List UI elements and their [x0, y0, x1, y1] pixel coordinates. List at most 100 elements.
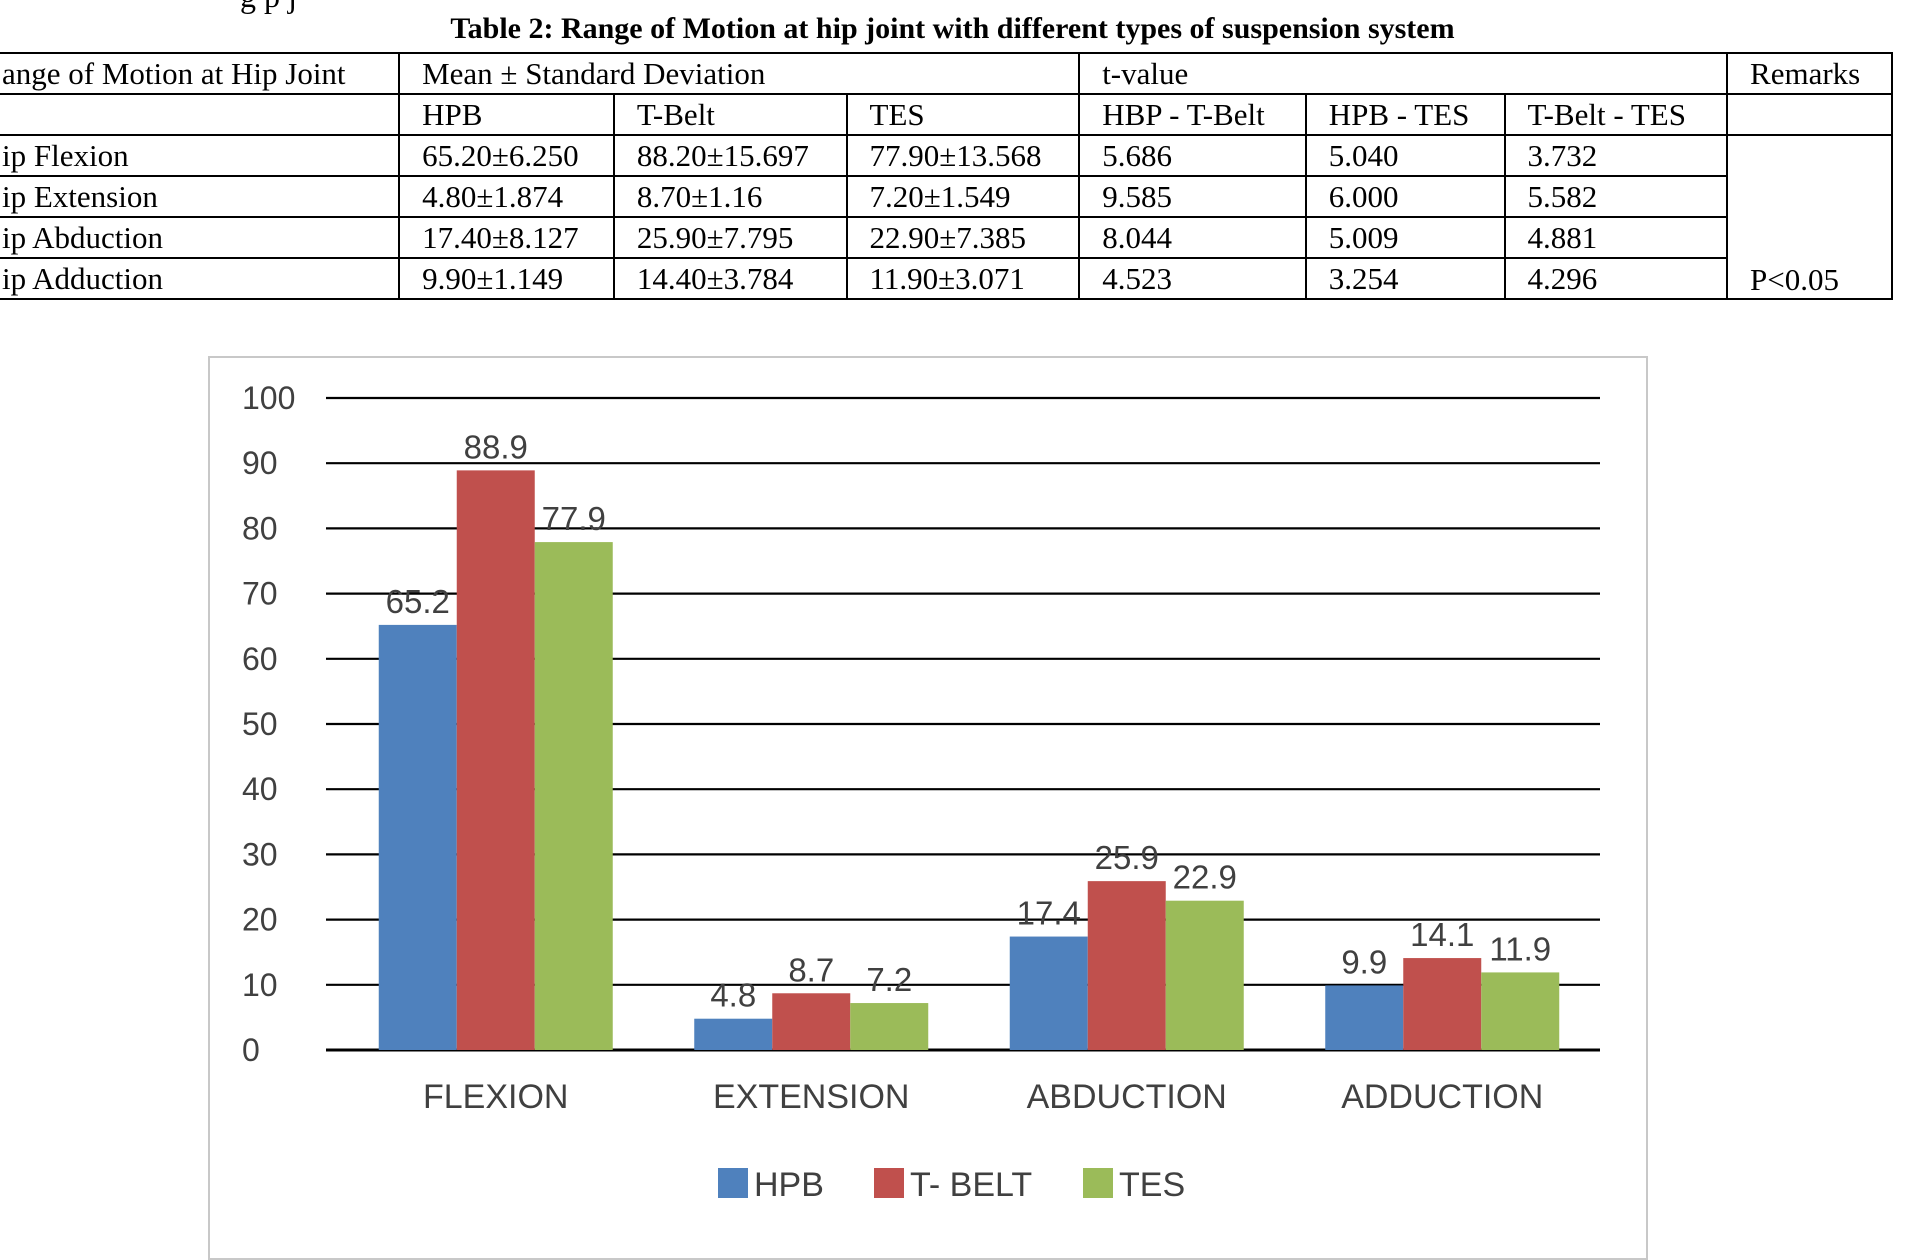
bar [456, 470, 535, 1050]
category-label: FLEXION [423, 1078, 568, 1116]
table-cell: 14.40±3.784 [612, 257, 848, 300]
y-tick-label: 30 [242, 836, 278, 872]
table-cell: 4.296 [1503, 257, 1729, 300]
table-cell: 22.90±7.385 [845, 216, 1081, 259]
header-range-of-motion: ange of Motion at Hip Joint [0, 52, 401, 95]
data-label: 65.2 [386, 583, 450, 620]
bar [1481, 972, 1560, 1050]
bar [378, 624, 457, 1050]
legend-label: HPB [754, 1166, 824, 1204]
header-mean-sd: Mean ± Standard Deviation [398, 52, 1081, 95]
gridlines [326, 396, 1600, 1052]
data-label: 14.1 [1410, 916, 1474, 953]
table-header-row-2: HPB T-Belt TES HBP - T-Belt HPB - TES T-… [0, 93, 1893, 136]
y-axis-ticks: 0 10 20 30 40 50 60 70 80 90 100 [242, 380, 295, 1068]
y-tick-label: 80 [242, 510, 278, 546]
subheader-hpb: HPB [398, 93, 615, 136]
table-cell: 5.040 [1304, 134, 1506, 177]
table-cell: 17.40±8.127 [398, 216, 615, 259]
category-label: ADDUCTION [1341, 1078, 1543, 1116]
table-cell: 25.90±7.795 [612, 216, 848, 259]
table-cell: 5.009 [1304, 216, 1506, 259]
bar [534, 542, 613, 1050]
bar-chart: 0 10 20 30 40 50 60 70 80 90 100 65.2 88.9 77.9 4.8 8.… [242, 380, 1600, 1204]
y-tick-label: 60 [242, 641, 278, 677]
table-cell: 4.523 [1078, 257, 1307, 300]
data-label: 8.7 [788, 951, 834, 988]
y-tick-label: 50 [242, 706, 278, 742]
table-cell: 9.90±1.149 [398, 257, 615, 300]
bar [1403, 958, 1482, 1050]
table-cell: 77.90±13.568 [845, 134, 1081, 177]
data-label: 77.9 [542, 500, 606, 537]
y-tick-label: 10 [242, 967, 278, 1003]
table-row: ip Adduction 9.90±1.149 14.40±3.784 11.9… [0, 257, 1892, 300]
legend-swatch [718, 1168, 748, 1198]
table-cell: 6.000 [1304, 175, 1506, 218]
table-cell: 8.044 [1078, 216, 1307, 259]
legend-label: T- BELT [910, 1166, 1032, 1204]
table-cell: 4.80±1.874 [398, 175, 615, 218]
row-label: ip Abduction [0, 216, 401, 259]
remarks-value: P<0.05 [1726, 134, 1893, 300]
row-label: ip Extension [0, 175, 401, 218]
data-label: 25.9 [1095, 839, 1159, 876]
table-cell: 8.70±1.16 [612, 175, 848, 218]
header-t-value: t-value [1078, 52, 1729, 95]
legend-swatch [1083, 1168, 1113, 1198]
table-title: Table 2: Range of Motion at hip joint wi… [450, 12, 1455, 45]
bar [772, 993, 851, 1050]
table-cell: 4.881 [1503, 216, 1729, 259]
table-row: ip Flexion 65.20±6.250 88.20±15.697 77.9… [0, 134, 1893, 300]
subheader-hbp-tbelt: HBP - T-Belt [1078, 93, 1307, 136]
bar [850, 1003, 929, 1050]
y-tick-label: 40 [242, 771, 278, 807]
bar [694, 1018, 773, 1050]
legend: HPB T- BELT TES [718, 1166, 1185, 1204]
bar [1325, 985, 1404, 1050]
data-label: 22.9 [1173, 859, 1237, 896]
table-cell: 11.90±3.071 [845, 257, 1081, 300]
cut-off-heading: g p j [240, 0, 297, 15]
table-row: ip Abduction 17.40±8.127 25.90±7.795 22.… [0, 216, 1892, 259]
data-label: 17.4 [1017, 895, 1081, 932]
header-remarks: Remarks [1726, 52, 1893, 95]
header-remarks-blank [1726, 93, 1893, 136]
bar [1009, 936, 1088, 1050]
row-label: ip Flexion [0, 134, 401, 177]
table-row: ip Extension 4.80±1.874 8.70±1.16 7.20±1… [0, 175, 1892, 218]
data-label: 7.2 [866, 961, 912, 998]
data-labels: 65.2 88.9 77.9 4.8 8.7 7.2 17.4 25.9 22.9 9.9 14.1… [386, 428, 1552, 1013]
chart-frame: 0 10 20 30 40 50 60 70 80 90 100 65.2 88.9 77.9 4.8 8.… [208, 356, 1648, 1260]
table-cell: 9.585 [1078, 175, 1307, 218]
table-cell: 88.20±15.697 [612, 134, 848, 177]
data-label: 11.9 [1489, 930, 1551, 967]
table-cell: 3.254 [1304, 257, 1506, 300]
subheader-t-belt: T-Belt [612, 93, 848, 136]
row-label: ip Adduction [0, 257, 401, 300]
header-blank-cell [0, 93, 401, 136]
data-label: 88.9 [464, 428, 528, 465]
category-label: ABDUCTION [1027, 1078, 1227, 1116]
category-label: EXTENSION [713, 1078, 909, 1116]
y-tick-label: 90 [242, 445, 278, 481]
bar [1087, 881, 1166, 1050]
data-label: 9.9 [1341, 943, 1387, 980]
y-tick-label: 70 [242, 576, 278, 612]
y-tick-label: 100 [242, 380, 295, 416]
range-of-motion-table: ange of Motion at Hip Joint Mean ± Stand… [0, 52, 1893, 300]
subheader-tes: TES [845, 93, 1081, 136]
legend-swatch [874, 1168, 904, 1198]
bars [378, 470, 1560, 1050]
bar [1165, 900, 1244, 1050]
table-header-row-1: ange of Motion at Hip Joint Mean ± Stand… [0, 52, 1893, 95]
subheader-hpb-tes: HPB - TES [1304, 93, 1506, 136]
table-cell: 7.20±1.549 [845, 175, 1081, 218]
table-cell: 5.582 [1503, 175, 1729, 218]
subheader-tbelt-tes: T-Belt - TES [1503, 93, 1729, 136]
table-cell: 3.732 [1503, 134, 1729, 177]
legend-label: TES [1119, 1166, 1185, 1204]
x-axis-categories: FLEXION EXTENSION ABDUCTION ADDUCTION [423, 1078, 1543, 1116]
y-tick-label: 0 [242, 1032, 260, 1068]
data-label: 4.8 [710, 977, 756, 1014]
